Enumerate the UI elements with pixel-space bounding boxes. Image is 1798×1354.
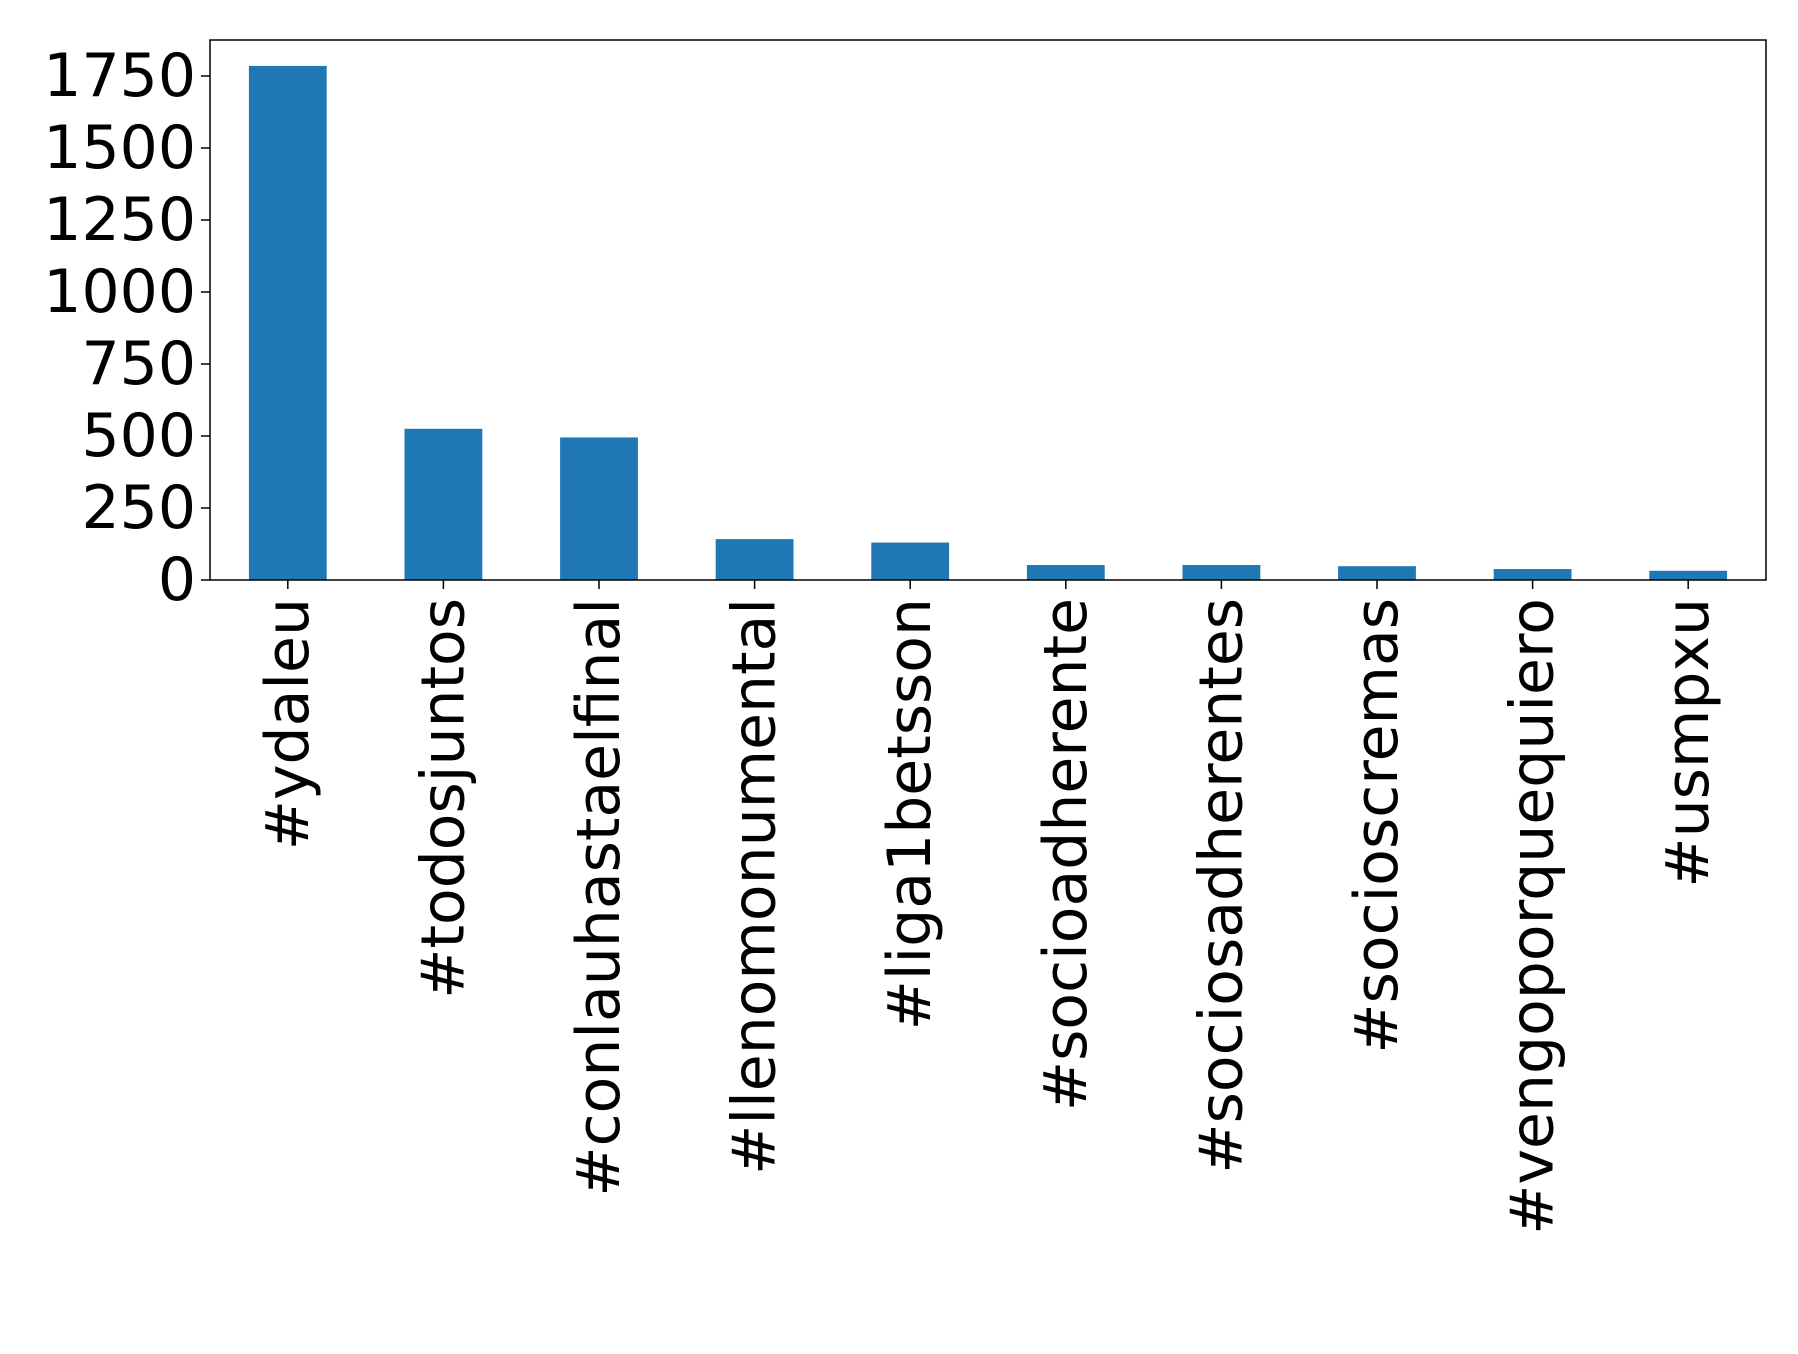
y-tick-label: 250	[81, 473, 196, 543]
bar-8	[1493, 569, 1572, 580]
bar-7	[1338, 566, 1416, 580]
y-tick-label: 1750	[43, 41, 196, 111]
x-tick-label: #usmpxu	[1653, 598, 1723, 888]
bar-6	[1182, 565, 1261, 580]
bar-1	[404, 428, 483, 580]
y-tick-label: 0	[158, 545, 196, 615]
bar-9	[1649, 570, 1728, 580]
bar-0	[248, 65, 327, 581]
x-tick-label: #liga1betsson	[875, 598, 945, 1030]
bars-group	[248, 65, 1728, 581]
x-axis: #ydaleu #todosjuntos #conlauhastaelfinal #l…	[253, 580, 1723, 1235]
x-tick-label: #todosjuntos	[408, 598, 478, 999]
x-tick-label: #llenomonumental	[720, 598, 790, 1175]
y-tick-label: 1250	[43, 185, 196, 255]
bar-3	[715, 539, 794, 580]
x-tick-label: #vengoporquequiero	[1498, 598, 1568, 1235]
y-tick-label: 1500	[43, 113, 196, 183]
plot-frame	[209, 39, 1767, 581]
x-tick-label: #conlauhastaelfinal	[564, 598, 634, 1197]
y-tick-label: 750	[81, 329, 196, 399]
bar-2	[560, 437, 638, 580]
x-tick-label: #socioadherente	[1031, 598, 1101, 1111]
x-tick-label: #socioscremas	[1342, 598, 1412, 1054]
x-tick-label: #ydaleu	[253, 598, 323, 850]
y-tick-label: 500	[81, 401, 196, 471]
bar-4	[871, 542, 950, 580]
x-tick-label: #sociosadherentes	[1186, 598, 1256, 1174]
y-tick-label: 1000	[43, 257, 196, 327]
bar-5	[1026, 565, 1105, 580]
